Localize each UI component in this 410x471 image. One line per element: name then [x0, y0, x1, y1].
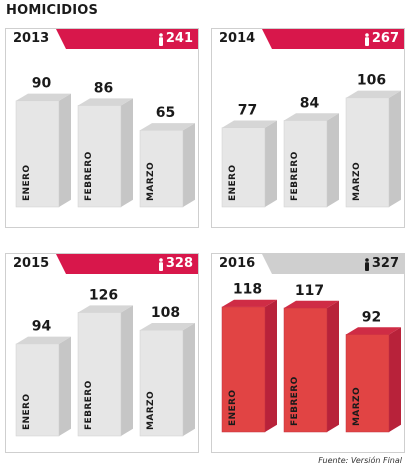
person-icon — [159, 258, 163, 271]
bar-enero — [15, 336, 71, 437]
category-label: MARZO — [146, 162, 156, 201]
bar-side — [389, 90, 401, 207]
bar-marzo — [345, 90, 401, 208]
bar-front — [221, 127, 266, 208]
bar-side — [327, 300, 339, 432]
bar-front — [283, 120, 328, 208]
bar-top — [346, 327, 401, 335]
bar-top — [140, 123, 195, 131]
bar-febrero — [283, 113, 339, 208]
person-icon — [159, 33, 163, 46]
bar-side — [389, 327, 401, 432]
person-icon — [365, 258, 369, 271]
bar-marzo — [139, 322, 195, 437]
bar-side — [183, 123, 195, 207]
bar-top — [78, 98, 133, 106]
bar-chart-2013: 90 ENERO 86 FEBRERO 65 MARZO — [15, 76, 195, 208]
panel-2014: 2014 267 77 ENERO 84 FEBRERO 106 MARZO — [211, 28, 405, 228]
category-label: ENERO — [228, 390, 238, 426]
bar-top — [346, 90, 401, 98]
bar-chart-2014: 77 ENERO 84 FEBRERO 106 MARZO — [221, 73, 401, 208]
bar-front — [139, 130, 184, 208]
bar-front — [139, 329, 184, 437]
person-icon — [365, 33, 369, 46]
bar-front — [15, 100, 60, 208]
category-label: MARZO — [352, 387, 362, 426]
bar-side — [59, 336, 71, 436]
year-label-2016: 2016 — [219, 256, 256, 271]
bar-top — [78, 305, 133, 313]
total-label-2013: 241 — [165, 31, 193, 46]
bar-top — [222, 299, 277, 307]
bar-side — [327, 113, 339, 207]
bar-side — [265, 299, 277, 432]
bar-side — [59, 93, 71, 207]
bar-side — [121, 98, 133, 207]
bar-top — [16, 93, 71, 101]
data-label: 65 — [156, 105, 175, 121]
bar-side — [183, 322, 195, 436]
bar-top — [16, 336, 71, 344]
data-label: 118 — [233, 282, 262, 298]
bar-febrero — [77, 98, 133, 208]
bar-top — [222, 120, 277, 128]
data-label: 126 — [89, 287, 118, 303]
category-label: MARZO — [146, 391, 156, 430]
bar-chart-2016: 118 ENERO 117 FEBRERO 92 MARZO — [221, 282, 401, 433]
data-label: 86 — [94, 80, 113, 96]
year-label-2015: 2015 — [13, 256, 50, 271]
bar-marzo — [345, 327, 401, 433]
data-label: 77 — [238, 102, 257, 118]
bar-front — [345, 334, 390, 433]
bar-enero — [221, 120, 277, 208]
bar-enero — [221, 299, 277, 433]
bar-front — [77, 312, 122, 437]
year-label-2013: 2013 — [13, 31, 50, 46]
category-label: MARZO — [352, 162, 362, 201]
data-label: 84 — [300, 95, 320, 111]
bar-front — [221, 306, 266, 433]
total-label-2015: 328 — [165, 256, 193, 271]
bar-enero — [15, 93, 71, 208]
bar-febrero — [283, 300, 339, 433]
data-label: 94 — [32, 319, 52, 335]
data-label: 117 — [295, 283, 324, 299]
bar-front — [77, 105, 122, 208]
category-label: FEBRERO — [290, 376, 300, 426]
source-note: Fuente: Versión Final — [318, 456, 402, 465]
bar-front — [345, 97, 390, 208]
bar-febrero — [77, 305, 133, 437]
category-label: ENERO — [228, 165, 238, 201]
category-label: FEBRERO — [84, 380, 94, 430]
data-label: 90 — [32, 76, 52, 92]
total-label-2014: 267 — [371, 31, 399, 46]
bar-top — [140, 322, 195, 331]
bar-top — [284, 113, 339, 121]
bar-front — [15, 343, 60, 437]
bar-chart-2015: 94 ENERO 126 FEBRERO 108 MARZO — [15, 287, 195, 437]
panel-2015: 2015 328 94 ENERO 126 FEBRERO 108 MARZO — [5, 253, 199, 453]
bar-side — [121, 305, 133, 436]
category-label: FEBRERO — [290, 151, 300, 201]
category-label: FEBRERO — [84, 151, 94, 201]
panel-2013: 2013 241 90 ENERO 86 FEBRERO 65 MARZO — [5, 28, 199, 228]
total-label-2016: 327 — [371, 256, 399, 271]
data-label: 108 — [151, 305, 180, 321]
year-label-2014: 2014 — [219, 31, 256, 46]
bar-front — [283, 307, 328, 433]
panel-2016: 2016 327 118 ENERO 117 FEBRERO 92 MARZO — [211, 253, 405, 453]
bar-side — [265, 120, 277, 207]
category-label: ENERO — [22, 165, 32, 201]
data-label: 106 — [357, 73, 386, 89]
data-label: 92 — [362, 309, 381, 325]
category-label: ENERO — [22, 394, 32, 430]
bar-top — [284, 300, 339, 308]
page-title: HOMICIDIOS — [6, 3, 99, 18]
bar-marzo — [139, 123, 195, 208]
